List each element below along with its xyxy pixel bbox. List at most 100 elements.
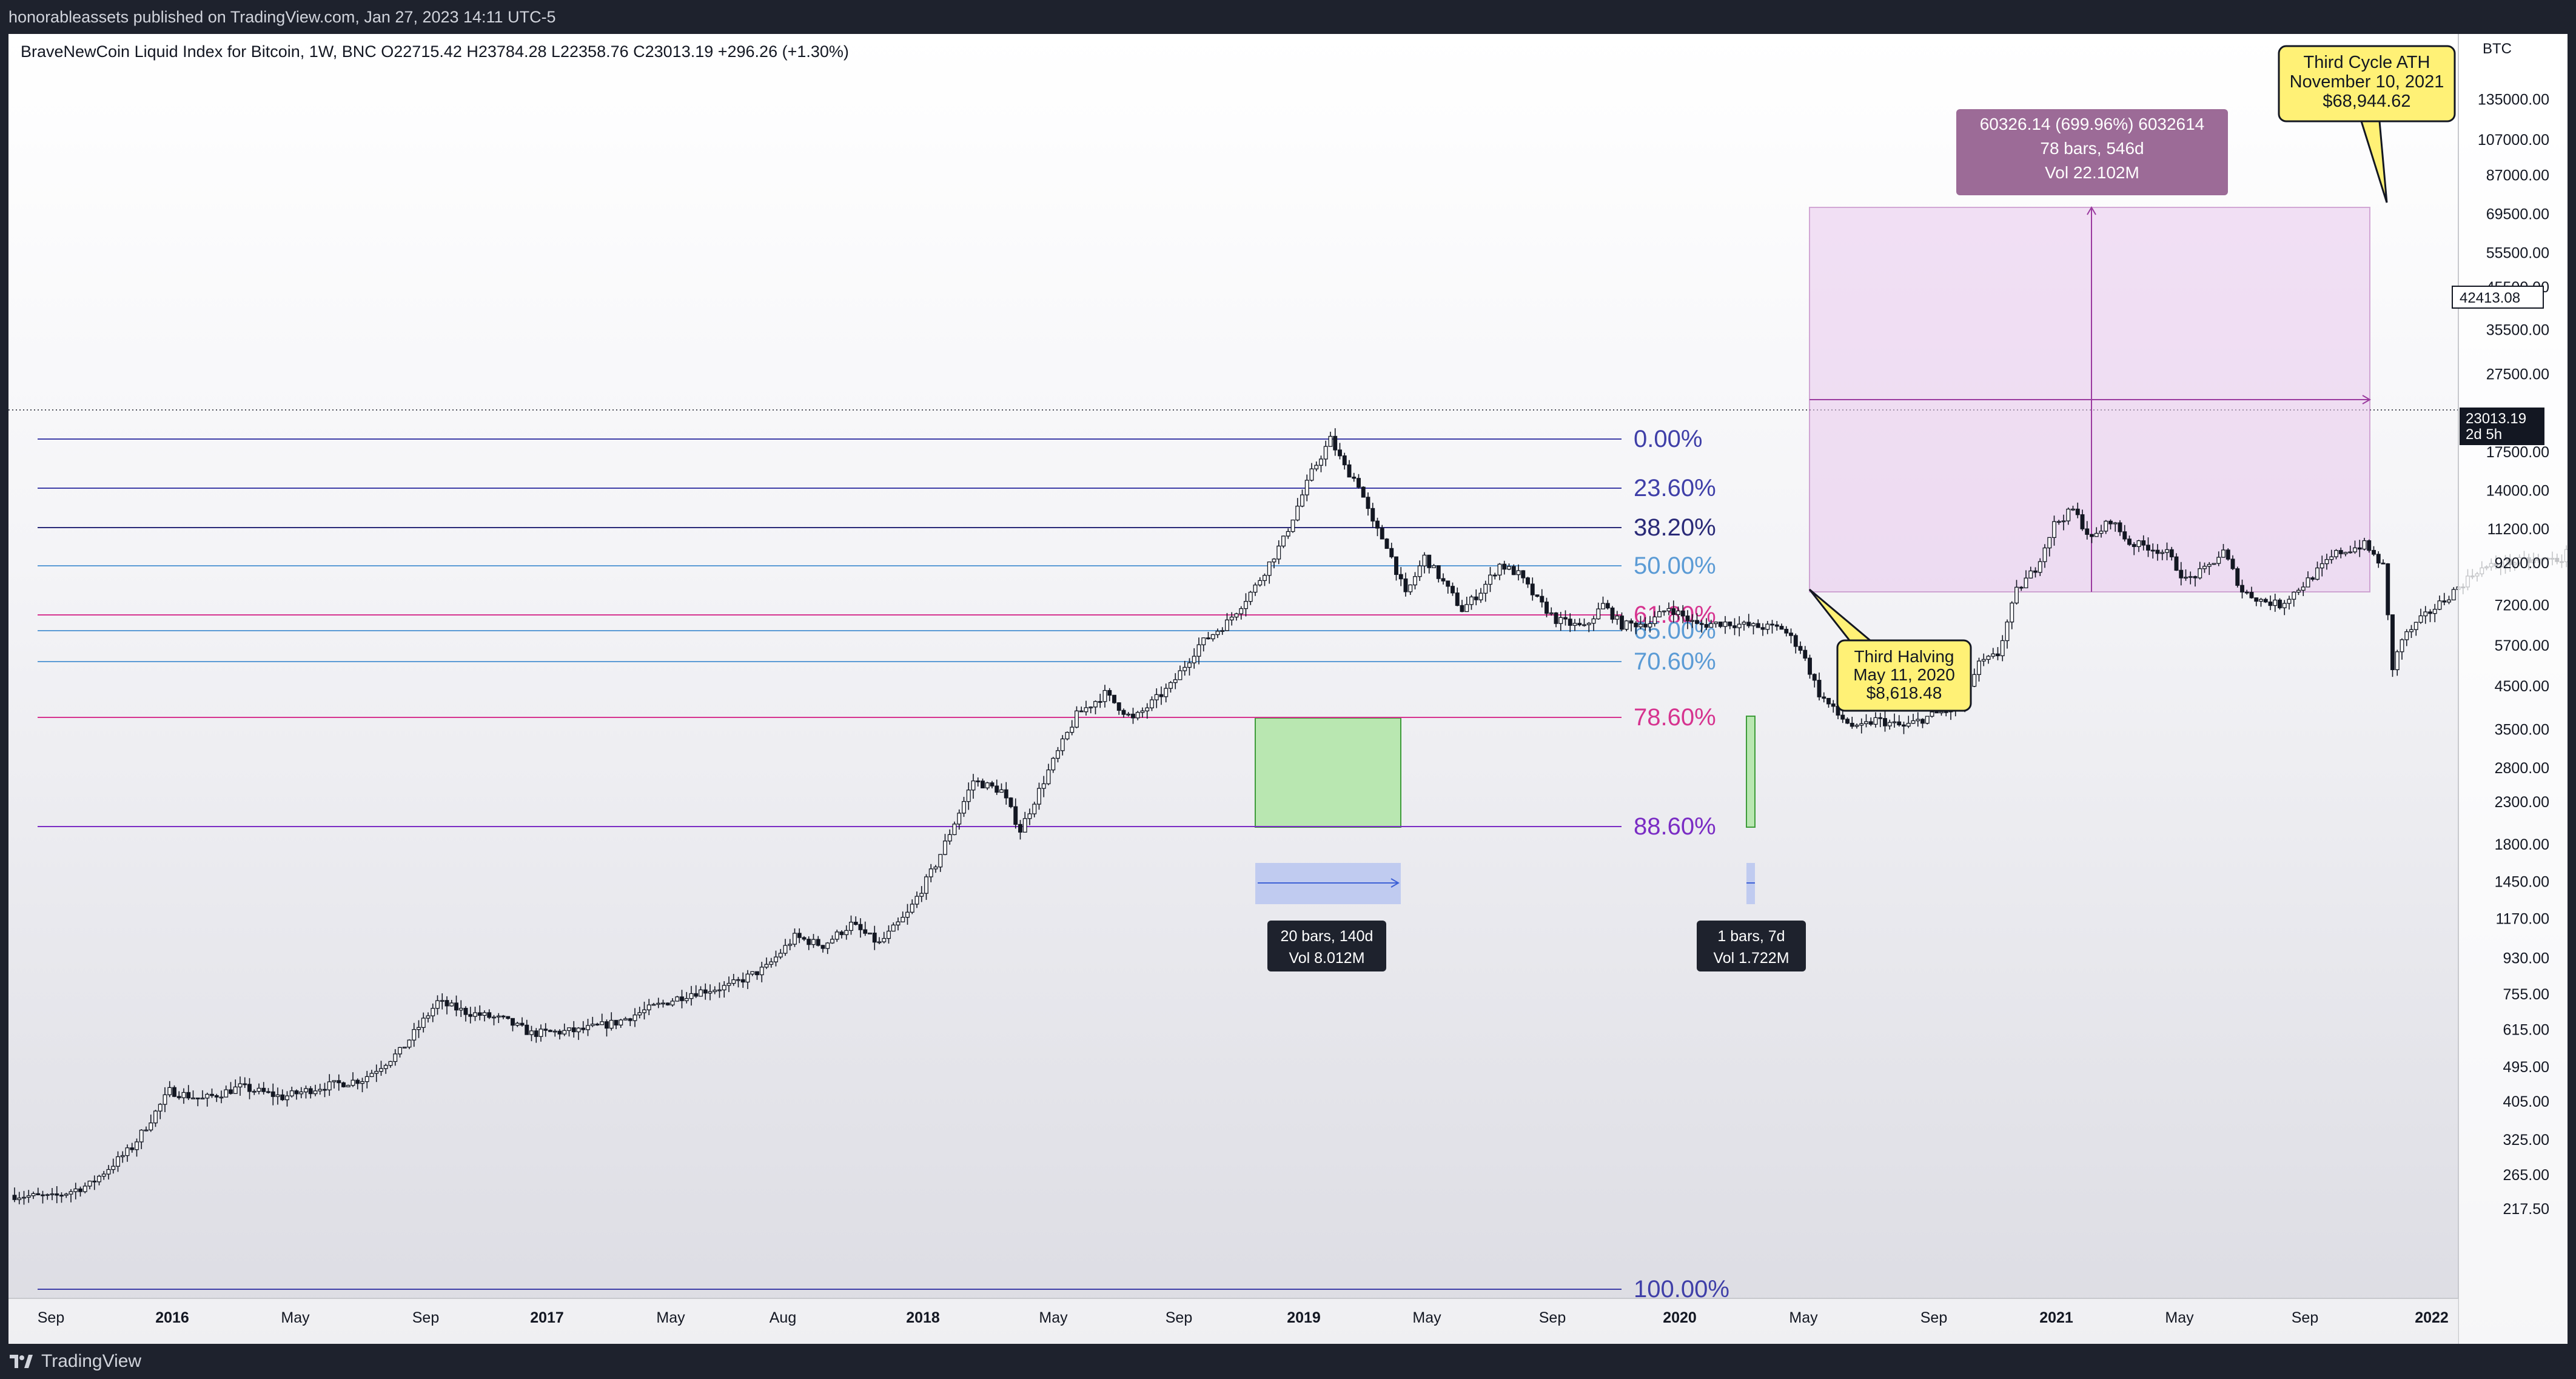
candle <box>2014 580 2019 605</box>
candle-body <box>1770 623 1774 626</box>
candle-body <box>1441 578 1446 582</box>
candle <box>2437 596 2442 611</box>
candle-body <box>1107 689 1112 696</box>
candle-body <box>887 930 891 939</box>
chart-area[interactable]: 0.00%23.60%38.20%50.00%61.80%65.00%70.60… <box>8 34 2568 1344</box>
candle-body <box>2315 567 2319 580</box>
candle <box>383 1063 388 1074</box>
candle <box>609 1012 614 1031</box>
range-measure-label-line: 60326.14 (699.96%) 6032614 <box>1980 115 2205 133</box>
candle <box>2010 601 2014 629</box>
candle-body <box>1342 455 1347 466</box>
candle-body <box>1789 632 1793 636</box>
candle <box>1295 498 1300 522</box>
candle-body <box>458 1008 463 1011</box>
candle <box>689 985 694 1006</box>
candle <box>1784 626 1789 637</box>
candle <box>252 1089 257 1095</box>
candle <box>1972 668 1977 688</box>
candle-body <box>1079 710 1084 713</box>
candle-body <box>2033 570 2038 573</box>
candle-body <box>257 1087 261 1092</box>
candle-body <box>1352 477 1357 479</box>
candle <box>1751 622 1756 635</box>
candle <box>1554 612 1558 628</box>
candle <box>919 886 924 902</box>
candle-body <box>1676 610 1680 616</box>
candle-body <box>2442 600 2447 603</box>
price-tick-label: 755.00 <box>2503 986 2549 1003</box>
candle <box>872 925 877 950</box>
candle <box>1746 614 1751 628</box>
candle <box>882 931 887 944</box>
candle-body <box>764 964 769 968</box>
candle-body <box>642 1009 646 1013</box>
candle-body <box>2395 651 2400 671</box>
candle-body <box>872 932 877 943</box>
candle <box>661 999 665 1008</box>
candle-body <box>417 1027 421 1030</box>
candle-body <box>774 956 778 962</box>
candle <box>101 1170 106 1180</box>
candle <box>1981 653 1986 666</box>
candle <box>1121 708 1126 718</box>
candle <box>1380 525 1384 540</box>
candle-body <box>2447 599 2451 603</box>
candle-body <box>2042 547 2047 562</box>
range-measure-label-line: 78 bars, 546d <box>2040 139 2144 158</box>
candle-body <box>12 1195 17 1200</box>
candle-body <box>205 1093 210 1099</box>
candle-body <box>966 790 971 802</box>
candle <box>1173 673 1178 689</box>
candle-body <box>1620 616 1624 630</box>
price-range-right-arrow <box>2362 395 2371 404</box>
footer-brand: TradingView <box>41 1351 142 1371</box>
candle-body <box>407 1039 412 1048</box>
candle <box>1530 577 1535 601</box>
candle <box>1361 486 1366 498</box>
candle <box>1925 716 1930 725</box>
candle <box>1022 811 1027 833</box>
candle-body <box>1916 719 1920 722</box>
candle <box>444 996 449 1015</box>
candle <box>740 972 745 988</box>
candle <box>1723 616 1728 634</box>
candle <box>2315 562 2319 581</box>
candle-body <box>2306 577 2310 588</box>
candle <box>1492 572 1497 580</box>
candle-body <box>914 896 919 905</box>
candle <box>971 774 976 799</box>
candle <box>788 939 793 950</box>
candle-body <box>195 1097 200 1099</box>
price-tick-label: 217.50 <box>2503 1201 2549 1218</box>
time-tick-label: 2017 <box>530 1309 564 1326</box>
chart-svg[interactable]: 0.00%23.60%38.20%50.00%61.80%65.00%70.60… <box>8 34 2568 1344</box>
candle <box>1516 564 1521 581</box>
candle <box>562 1023 567 1036</box>
candle-body <box>496 1015 501 1018</box>
candle <box>426 1012 431 1023</box>
candle-body <box>1981 659 1986 662</box>
candle-body <box>1545 602 1549 614</box>
candle <box>999 783 1004 793</box>
candle <box>1140 707 1145 718</box>
candle-body <box>2155 549 2160 554</box>
candle-body <box>393 1053 398 1062</box>
candle <box>2207 562 2212 575</box>
candle-body <box>64 1193 69 1196</box>
candle <box>327 1074 332 1096</box>
candle-body <box>1417 565 1422 577</box>
candle-body <box>1088 706 1093 708</box>
tradingview-logo-icon <box>10 1355 33 1368</box>
candle-body <box>2136 540 2141 547</box>
time-tick-label: Aug <box>770 1309 796 1326</box>
candle-body <box>327 1081 332 1090</box>
candle <box>304 1085 308 1099</box>
candle-body <box>1347 464 1352 478</box>
candle-body <box>1897 721 1902 726</box>
candle-body <box>473 1012 477 1017</box>
candle-body <box>2132 544 2136 547</box>
candle <box>1056 747 1060 763</box>
candle <box>412 1022 417 1047</box>
candle <box>713 986 717 995</box>
